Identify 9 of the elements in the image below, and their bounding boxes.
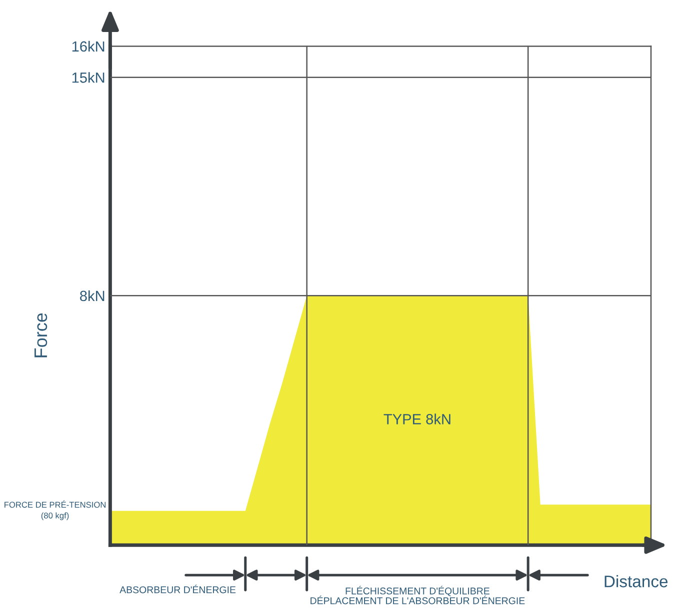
y-tick-label: 15kN bbox=[72, 72, 104, 83]
y-tick-label: 16kN bbox=[72, 40, 104, 52]
text: FLÉCHISSEMENT D'ÉQUILIBRE DÉPLACEMENT DE L'ABSORBEUR D'ÉNERGIE bbox=[310, 586, 525, 604]
annotation: TYPE 8kN bbox=[384, 414, 450, 424]
y-axis-title: Force bbox=[34, 313, 48, 358]
text: ABSORBEUR D'ÉNERGIE bbox=[120, 584, 236, 594]
x-axis-title: Distance bbox=[604, 575, 668, 588]
y-tick-label: 8kN bbox=[80, 290, 104, 302]
text: FORCE DE PRÉ-TENSION (80 kgf) bbox=[4, 500, 106, 520]
